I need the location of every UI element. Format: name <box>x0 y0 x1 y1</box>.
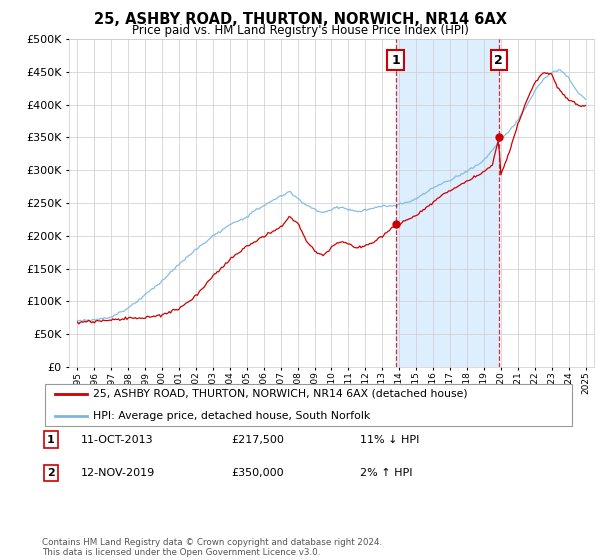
FancyBboxPatch shape <box>44 384 572 426</box>
Text: 1: 1 <box>47 435 55 445</box>
Text: £217,500: £217,500 <box>231 435 284 445</box>
Text: 2: 2 <box>47 468 55 478</box>
Text: 1: 1 <box>391 54 400 67</box>
Text: 25, ASHBY ROAD, THURTON, NORWICH, NR14 6AX: 25, ASHBY ROAD, THURTON, NORWICH, NR14 6… <box>94 12 506 27</box>
Text: 11% ↓ HPI: 11% ↓ HPI <box>360 435 419 445</box>
Text: Price paid vs. HM Land Registry's House Price Index (HPI): Price paid vs. HM Land Registry's House … <box>131 24 469 36</box>
Text: 11-OCT-2013: 11-OCT-2013 <box>81 435 154 445</box>
Text: HPI: Average price, detached house, South Norfolk: HPI: Average price, detached house, Sout… <box>93 410 370 421</box>
Text: 2% ↑ HPI: 2% ↑ HPI <box>360 468 413 478</box>
Text: 12-NOV-2019: 12-NOV-2019 <box>81 468 155 478</box>
Text: 25, ASHBY ROAD, THURTON, NORWICH, NR14 6AX (detached house): 25, ASHBY ROAD, THURTON, NORWICH, NR14 6… <box>93 389 467 399</box>
Text: Contains HM Land Registry data © Crown copyright and database right 2024.
This d: Contains HM Land Registry data © Crown c… <box>42 538 382 557</box>
Text: £350,000: £350,000 <box>231 468 284 478</box>
Bar <box>395 39 499 367</box>
Text: 2: 2 <box>494 54 503 67</box>
